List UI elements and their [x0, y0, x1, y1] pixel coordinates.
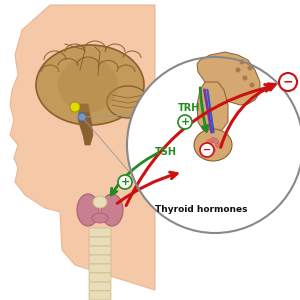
FancyBboxPatch shape — [89, 237, 111, 246]
Polygon shape — [197, 52, 260, 105]
Ellipse shape — [101, 194, 123, 226]
Polygon shape — [10, 5, 155, 290]
Ellipse shape — [194, 129, 232, 161]
Circle shape — [70, 102, 80, 112]
Circle shape — [279, 73, 297, 91]
FancyBboxPatch shape — [89, 228, 111, 237]
Circle shape — [127, 57, 300, 233]
Circle shape — [236, 68, 241, 73]
FancyBboxPatch shape — [89, 255, 111, 264]
Polygon shape — [197, 82, 228, 132]
Circle shape — [248, 65, 253, 70]
FancyBboxPatch shape — [89, 264, 111, 273]
Circle shape — [78, 113, 86, 121]
Text: +: + — [120, 177, 130, 187]
FancyBboxPatch shape — [89, 291, 111, 300]
Circle shape — [206, 140, 211, 145]
Ellipse shape — [58, 58, 118, 112]
Text: −: − — [203, 145, 211, 155]
Circle shape — [211, 148, 215, 152]
FancyBboxPatch shape — [89, 282, 111, 291]
Circle shape — [178, 115, 192, 129]
Text: +: + — [180, 117, 190, 127]
Text: TRH: TRH — [178, 103, 200, 113]
Text: TSH: TSH — [155, 147, 177, 157]
Circle shape — [118, 175, 132, 189]
Circle shape — [242, 76, 247, 80]
Circle shape — [214, 139, 218, 143]
Polygon shape — [78, 104, 93, 145]
Circle shape — [215, 142, 220, 148]
Circle shape — [200, 143, 214, 157]
Text: Thyroid hormones: Thyroid hormones — [155, 206, 247, 214]
Circle shape — [206, 142, 211, 148]
FancyBboxPatch shape — [89, 246, 111, 255]
Ellipse shape — [107, 86, 149, 118]
Ellipse shape — [36, 45, 144, 125]
Text: −: − — [283, 76, 293, 88]
Circle shape — [211, 137, 215, 142]
Ellipse shape — [93, 196, 107, 208]
Circle shape — [239, 59, 244, 64]
FancyBboxPatch shape — [89, 273, 111, 282]
Circle shape — [250, 82, 254, 88]
Ellipse shape — [92, 213, 108, 223]
Ellipse shape — [77, 194, 99, 226]
